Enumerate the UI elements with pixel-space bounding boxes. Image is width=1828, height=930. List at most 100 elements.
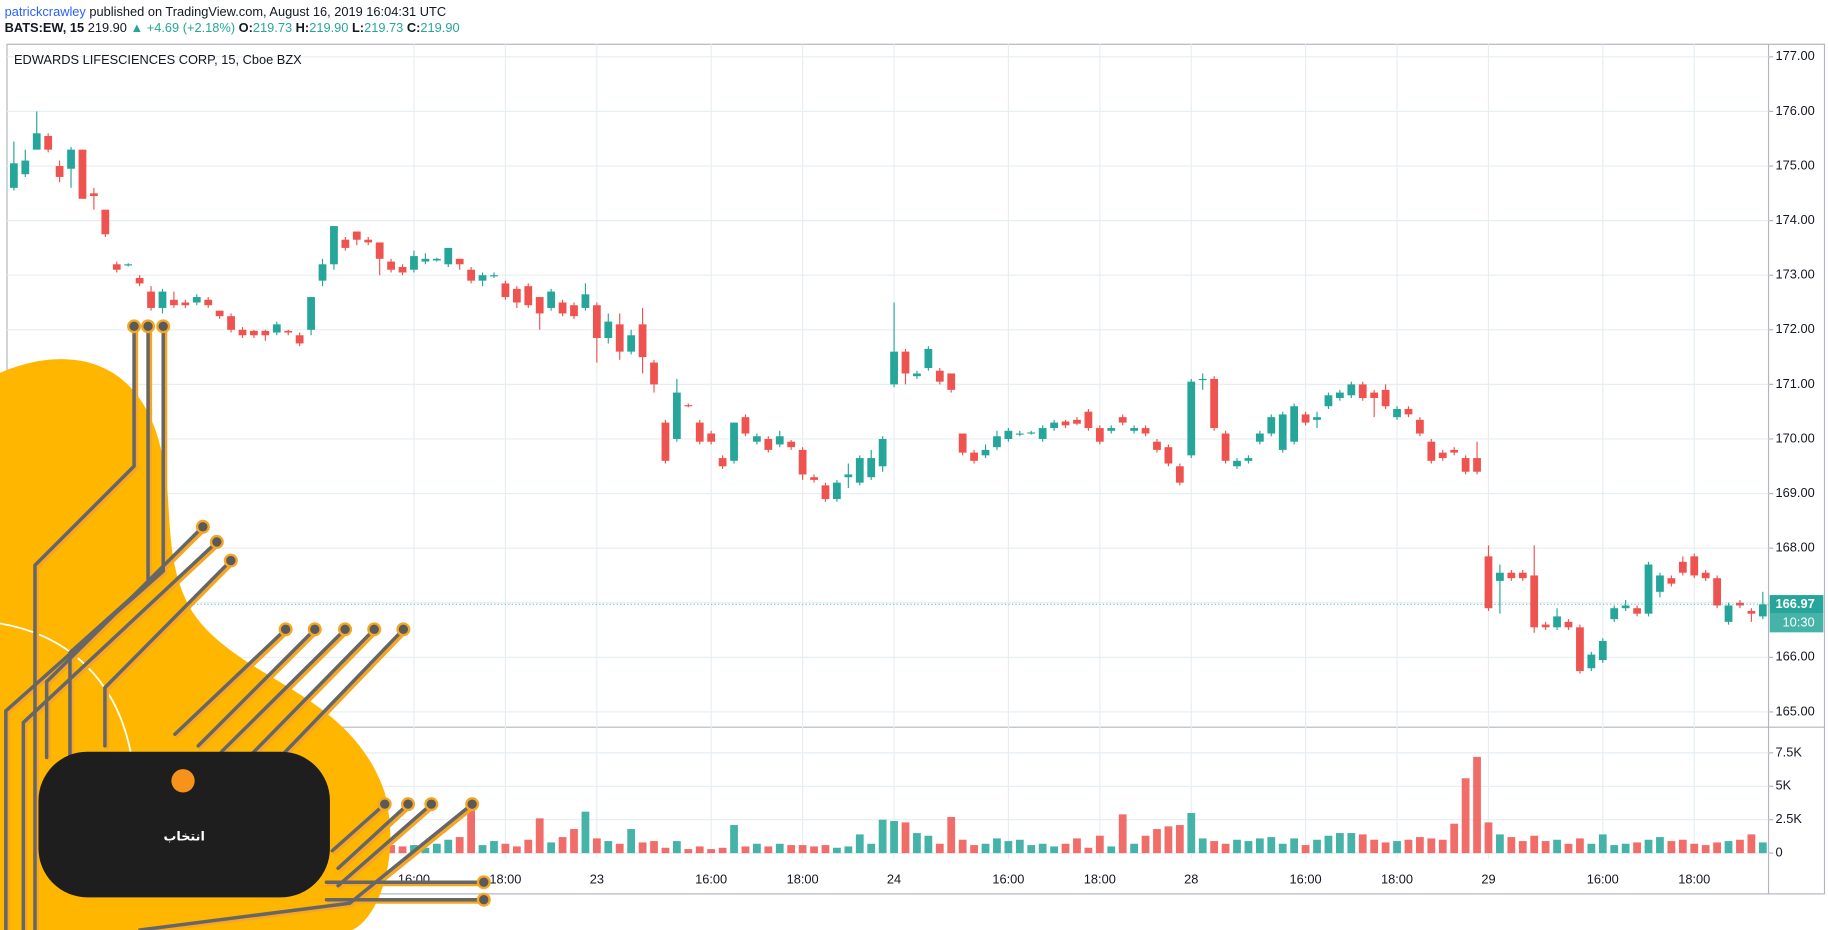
candle-body [1061,421,1070,426]
volume-bar [1050,846,1058,854]
x-tick-label: 16:00 [1587,871,1619,886]
candle-body [387,261,395,270]
candle-body [1633,608,1641,614]
volume-bar [1518,841,1527,854]
candle-body [615,324,624,352]
candle-body [981,449,990,456]
volume-bar [1301,845,1310,854]
y-tick-label: 168.00 [1776,540,1815,555]
circuit-dot [424,797,439,812]
circuit-dot [396,622,411,637]
candle-body [1530,575,1539,628]
candle-body [1484,556,1493,609]
candle-body [970,452,978,461]
candle-body [913,373,921,377]
candle-body [1701,572,1710,579]
x-tick-label: 18:00 [489,871,521,886]
circuit-line [146,804,477,930]
candle-body [467,269,476,281]
candle-body [101,209,110,235]
candle-body [1610,608,1619,620]
circuit-line [196,627,317,748]
volume-tick-label: 2.5K [1776,811,1803,826]
circuit-dot [223,553,238,568]
candle-body [855,458,864,483]
high-value: 219.90 [309,21,348,36]
candle-body [501,283,510,298]
candle-body [1210,378,1219,429]
volume-bar [1656,837,1664,854]
candle-body [592,305,601,338]
circuit-line [175,629,290,739]
candle-body [192,297,201,303]
volume-bar [1678,839,1687,854]
candle-body [1175,466,1184,483]
high-label: H: [296,21,310,36]
candle-body [581,294,590,308]
volume-bar [1015,839,1024,854]
volume-bar [1084,847,1093,854]
circuit-dot [476,875,491,890]
candle-body [398,267,407,273]
volume-bar [833,847,841,854]
candle-body [364,239,373,243]
candle-body [741,417,750,434]
volume-bar [558,837,567,854]
candle-body [432,258,441,261]
volume-bar [1267,837,1276,854]
open-label: O: [239,21,253,36]
volume-bar [1381,842,1390,854]
volume-bar [798,845,807,854]
candle-body [661,422,670,461]
volume-bar [1061,843,1070,854]
circuit-dot [209,534,224,549]
circuit-line [338,804,413,873]
circuit-line [219,627,347,754]
volume-bar [1484,822,1493,854]
candle-body [330,226,338,265]
volume-bar [867,843,876,854]
candle-body [1347,384,1356,396]
volume-bar [478,845,487,854]
circuit [4,319,491,930]
volume-bar [627,829,636,854]
volume-bar [1358,834,1367,854]
author[interactable]: patrickcrawley [5,4,87,19]
candle-body [158,291,167,308]
volume-bar [855,834,864,854]
y-tick-label: 173.00 [1776,267,1815,282]
candle-body [890,351,898,385]
candle-body [1381,389,1390,407]
candle-body [1141,428,1150,434]
y-tick-label: 166.00 [1776,649,1815,664]
last-price-label: 166.97 [1776,596,1815,611]
volume-bar [741,846,750,854]
last-price: 219.90 [88,21,127,36]
volume-bar [524,839,533,854]
volume-bar [1118,814,1127,854]
candle-body [1084,411,1093,429]
y-tick-label: 165.00 [1776,703,1815,718]
circuit-line [248,627,376,757]
candle-body [1541,624,1550,628]
volume-bar [958,839,967,854]
volume-bar [753,843,761,854]
volume-bar [1027,845,1036,854]
candle-body [1393,408,1401,418]
volume-bar [1633,842,1641,854]
candle-body [718,458,727,467]
candle-body [147,291,155,308]
candle-body [1438,452,1447,459]
candle-body [1416,419,1424,434]
candle-body [1255,433,1264,442]
circuit-line [44,525,205,760]
candle-body [1278,414,1287,450]
volume-bar [947,817,956,854]
candle-body [204,299,213,306]
volume-bar [718,847,727,854]
circuit-line [138,802,474,930]
candle-body [1473,458,1481,472]
candle-body [295,335,304,344]
volume-bar [512,846,521,854]
candle-body [1221,433,1230,461]
